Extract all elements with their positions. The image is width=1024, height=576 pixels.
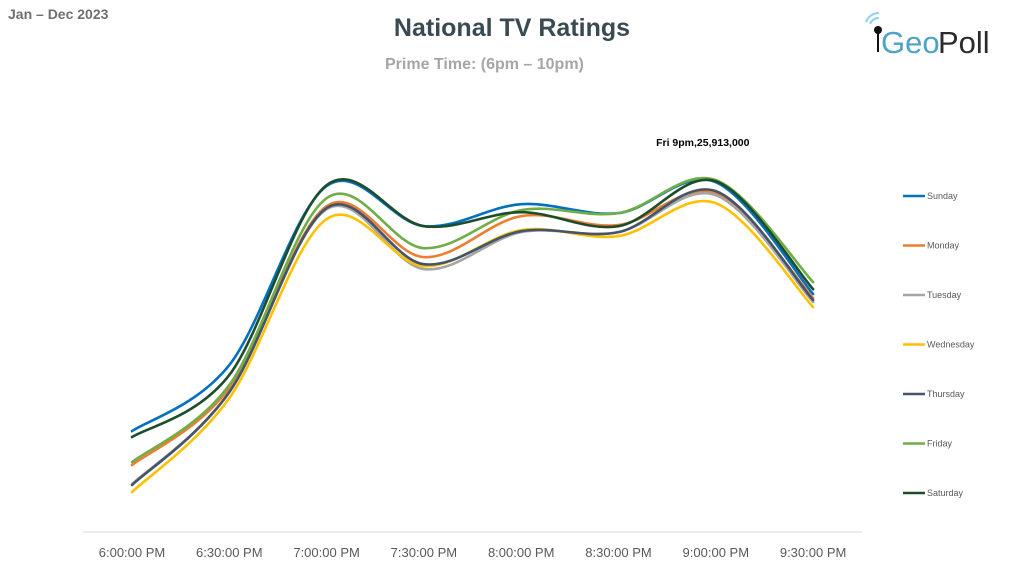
legend-item-sunday: Sunday (903, 191, 958, 201)
legend-label: Monday (927, 241, 960, 251)
legend-label: Saturday (927, 488, 964, 498)
series-line-monday (130, 189, 815, 467)
series-line-sunday (130, 178, 815, 433)
legend-item-monday: Monday (903, 241, 960, 251)
series-line-saturday (130, 177, 815, 439)
x-tick-label: 6:00:00 PM (99, 545, 166, 560)
chart-title: National TV Ratings (393, 14, 631, 42)
x-tick-label: 7:00:00 PM (293, 545, 360, 560)
period-label: Jan – Dec 2023 (8, 6, 109, 22)
data-label: Fri 9pm,25,913,000 (656, 137, 750, 149)
geopoll-logo: Geo Poll (865, 12, 990, 60)
pin-icon (874, 26, 882, 34)
series-line-wednesday (130, 199, 815, 494)
logo-poll: Poll (938, 25, 990, 60)
legend-item-wednesday: Wednesday (903, 340, 975, 350)
series-line-thursday (130, 188, 815, 487)
x-tick-label: 9:00:00 PM (683, 545, 750, 560)
series-line-tuesday (130, 191, 815, 486)
legend-label: Friday (927, 439, 953, 449)
legend-item-friday: Friday (903, 439, 953, 449)
x-tick-label: 6:30:00 PM (196, 545, 263, 560)
legend-item-saturday: Saturday (903, 488, 964, 498)
x-tick-label: 8:00:00 PM (488, 545, 555, 560)
signal-icon (865, 12, 880, 25)
legend-label: Tuesday (927, 290, 962, 300)
logo-geo: Geo (881, 25, 940, 60)
legend-label: Thursday (927, 389, 965, 399)
x-tick-label: 7:30:00 PM (391, 545, 458, 560)
chart-subtitle: Prime Time: (6pm – 10pm) (385, 56, 584, 73)
legend-label: Sunday (927, 191, 958, 201)
x-tick-label: 8:30:00 PM (585, 545, 652, 560)
legend-label: Wednesday (927, 340, 975, 350)
legend-item-thursday: Thursday (903, 389, 965, 399)
x-tick-label: 9:30:00 PM (780, 545, 847, 560)
legend-item-tuesday: Tuesday (903, 290, 962, 300)
